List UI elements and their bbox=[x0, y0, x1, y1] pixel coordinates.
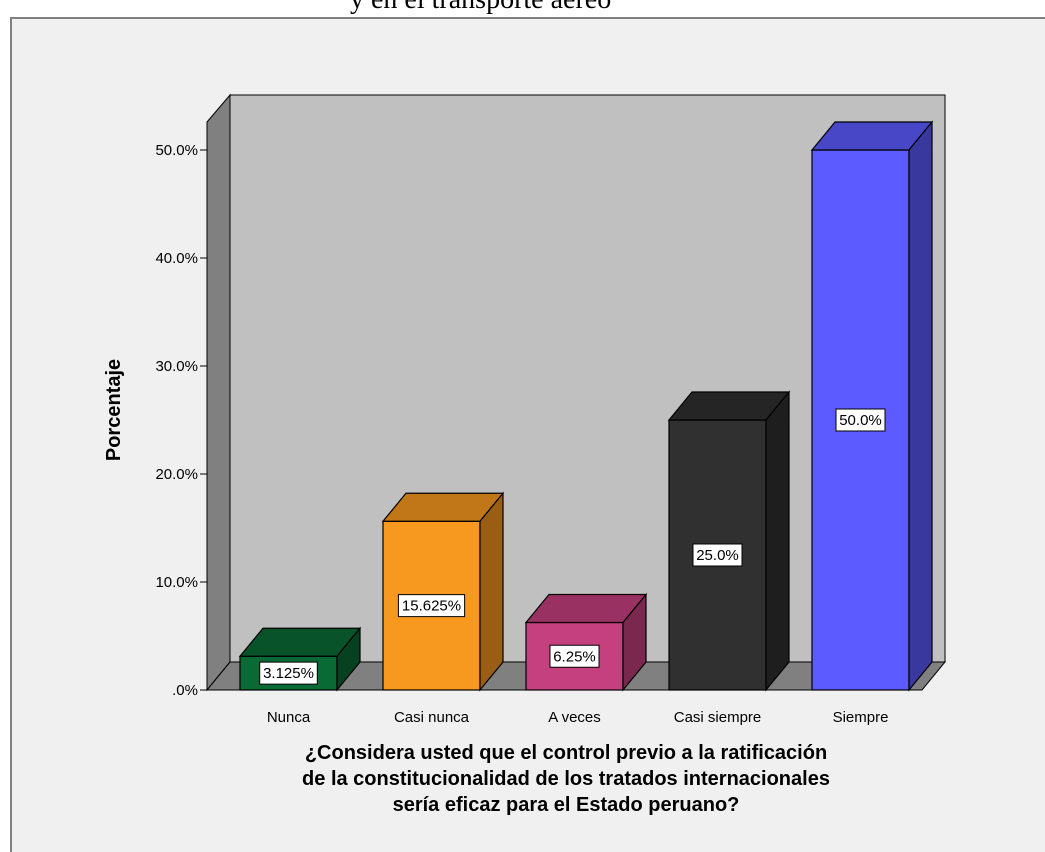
bar bbox=[381, 491, 505, 692]
bar-side bbox=[908, 120, 933, 692]
bar bbox=[810, 120, 934, 692]
x-axis-title: ¿Considera usted que el control previo a… bbox=[302, 742, 830, 816]
y-tick-label: 50.0% bbox=[155, 142, 198, 159]
data-label-box bbox=[692, 543, 743, 567]
x-tick-label: Casi siempre bbox=[674, 709, 762, 726]
y-tick-label: 10.0% bbox=[155, 574, 198, 591]
data-label-box bbox=[397, 594, 466, 618]
x-tick-label: Nunca bbox=[267, 709, 311, 726]
data-label-text: 3.125% bbox=[263, 665, 314, 682]
bar bbox=[524, 592, 648, 692]
y-tick-label: .0% bbox=[172, 682, 198, 699]
side-wall bbox=[206, 93, 231, 692]
y-axis-title: Porcentaje bbox=[103, 359, 125, 461]
data-label-text: 25.0% bbox=[696, 547, 739, 564]
data-label-box bbox=[835, 408, 886, 432]
page-header-text: y en el transporte aéreo bbox=[350, 0, 611, 16]
x-axis-title-line: sería eficaz para el Estado peruano? bbox=[393, 794, 740, 816]
bar-side bbox=[622, 592, 647, 692]
y-tick-label: 40.0% bbox=[155, 250, 198, 267]
bar-side bbox=[479, 491, 504, 692]
x-tick-label: Casi nunca bbox=[394, 709, 470, 726]
data-label-box bbox=[259, 661, 318, 685]
bar-side bbox=[765, 390, 790, 692]
x-axis-title-line: ¿Considera usted que el control previo a… bbox=[305, 742, 827, 764]
data-label: 25.0% bbox=[692, 543, 743, 567]
y-tick-label: 20.0% bbox=[155, 466, 198, 483]
data-label: 6.25% bbox=[549, 644, 600, 668]
x-axis-title-line: de la constitucionalidad de los tratados… bbox=[302, 768, 830, 790]
data-label: 15.625% bbox=[397, 594, 466, 618]
bar-side bbox=[336, 626, 361, 692]
bar bbox=[667, 390, 791, 692]
x-tick-label: Siempre bbox=[833, 709, 889, 726]
data-label-text: 15.625% bbox=[402, 598, 461, 615]
data-label: 3.125% bbox=[259, 661, 318, 685]
x-tick-label: A veces bbox=[548, 709, 601, 726]
y-tick-label: 30.0% bbox=[155, 358, 198, 375]
data-label: 50.0% bbox=[835, 408, 886, 432]
data-label-text: 6.25% bbox=[553, 648, 596, 665]
data-label-text: 50.0% bbox=[839, 412, 882, 429]
data-label-box bbox=[549, 644, 600, 668]
